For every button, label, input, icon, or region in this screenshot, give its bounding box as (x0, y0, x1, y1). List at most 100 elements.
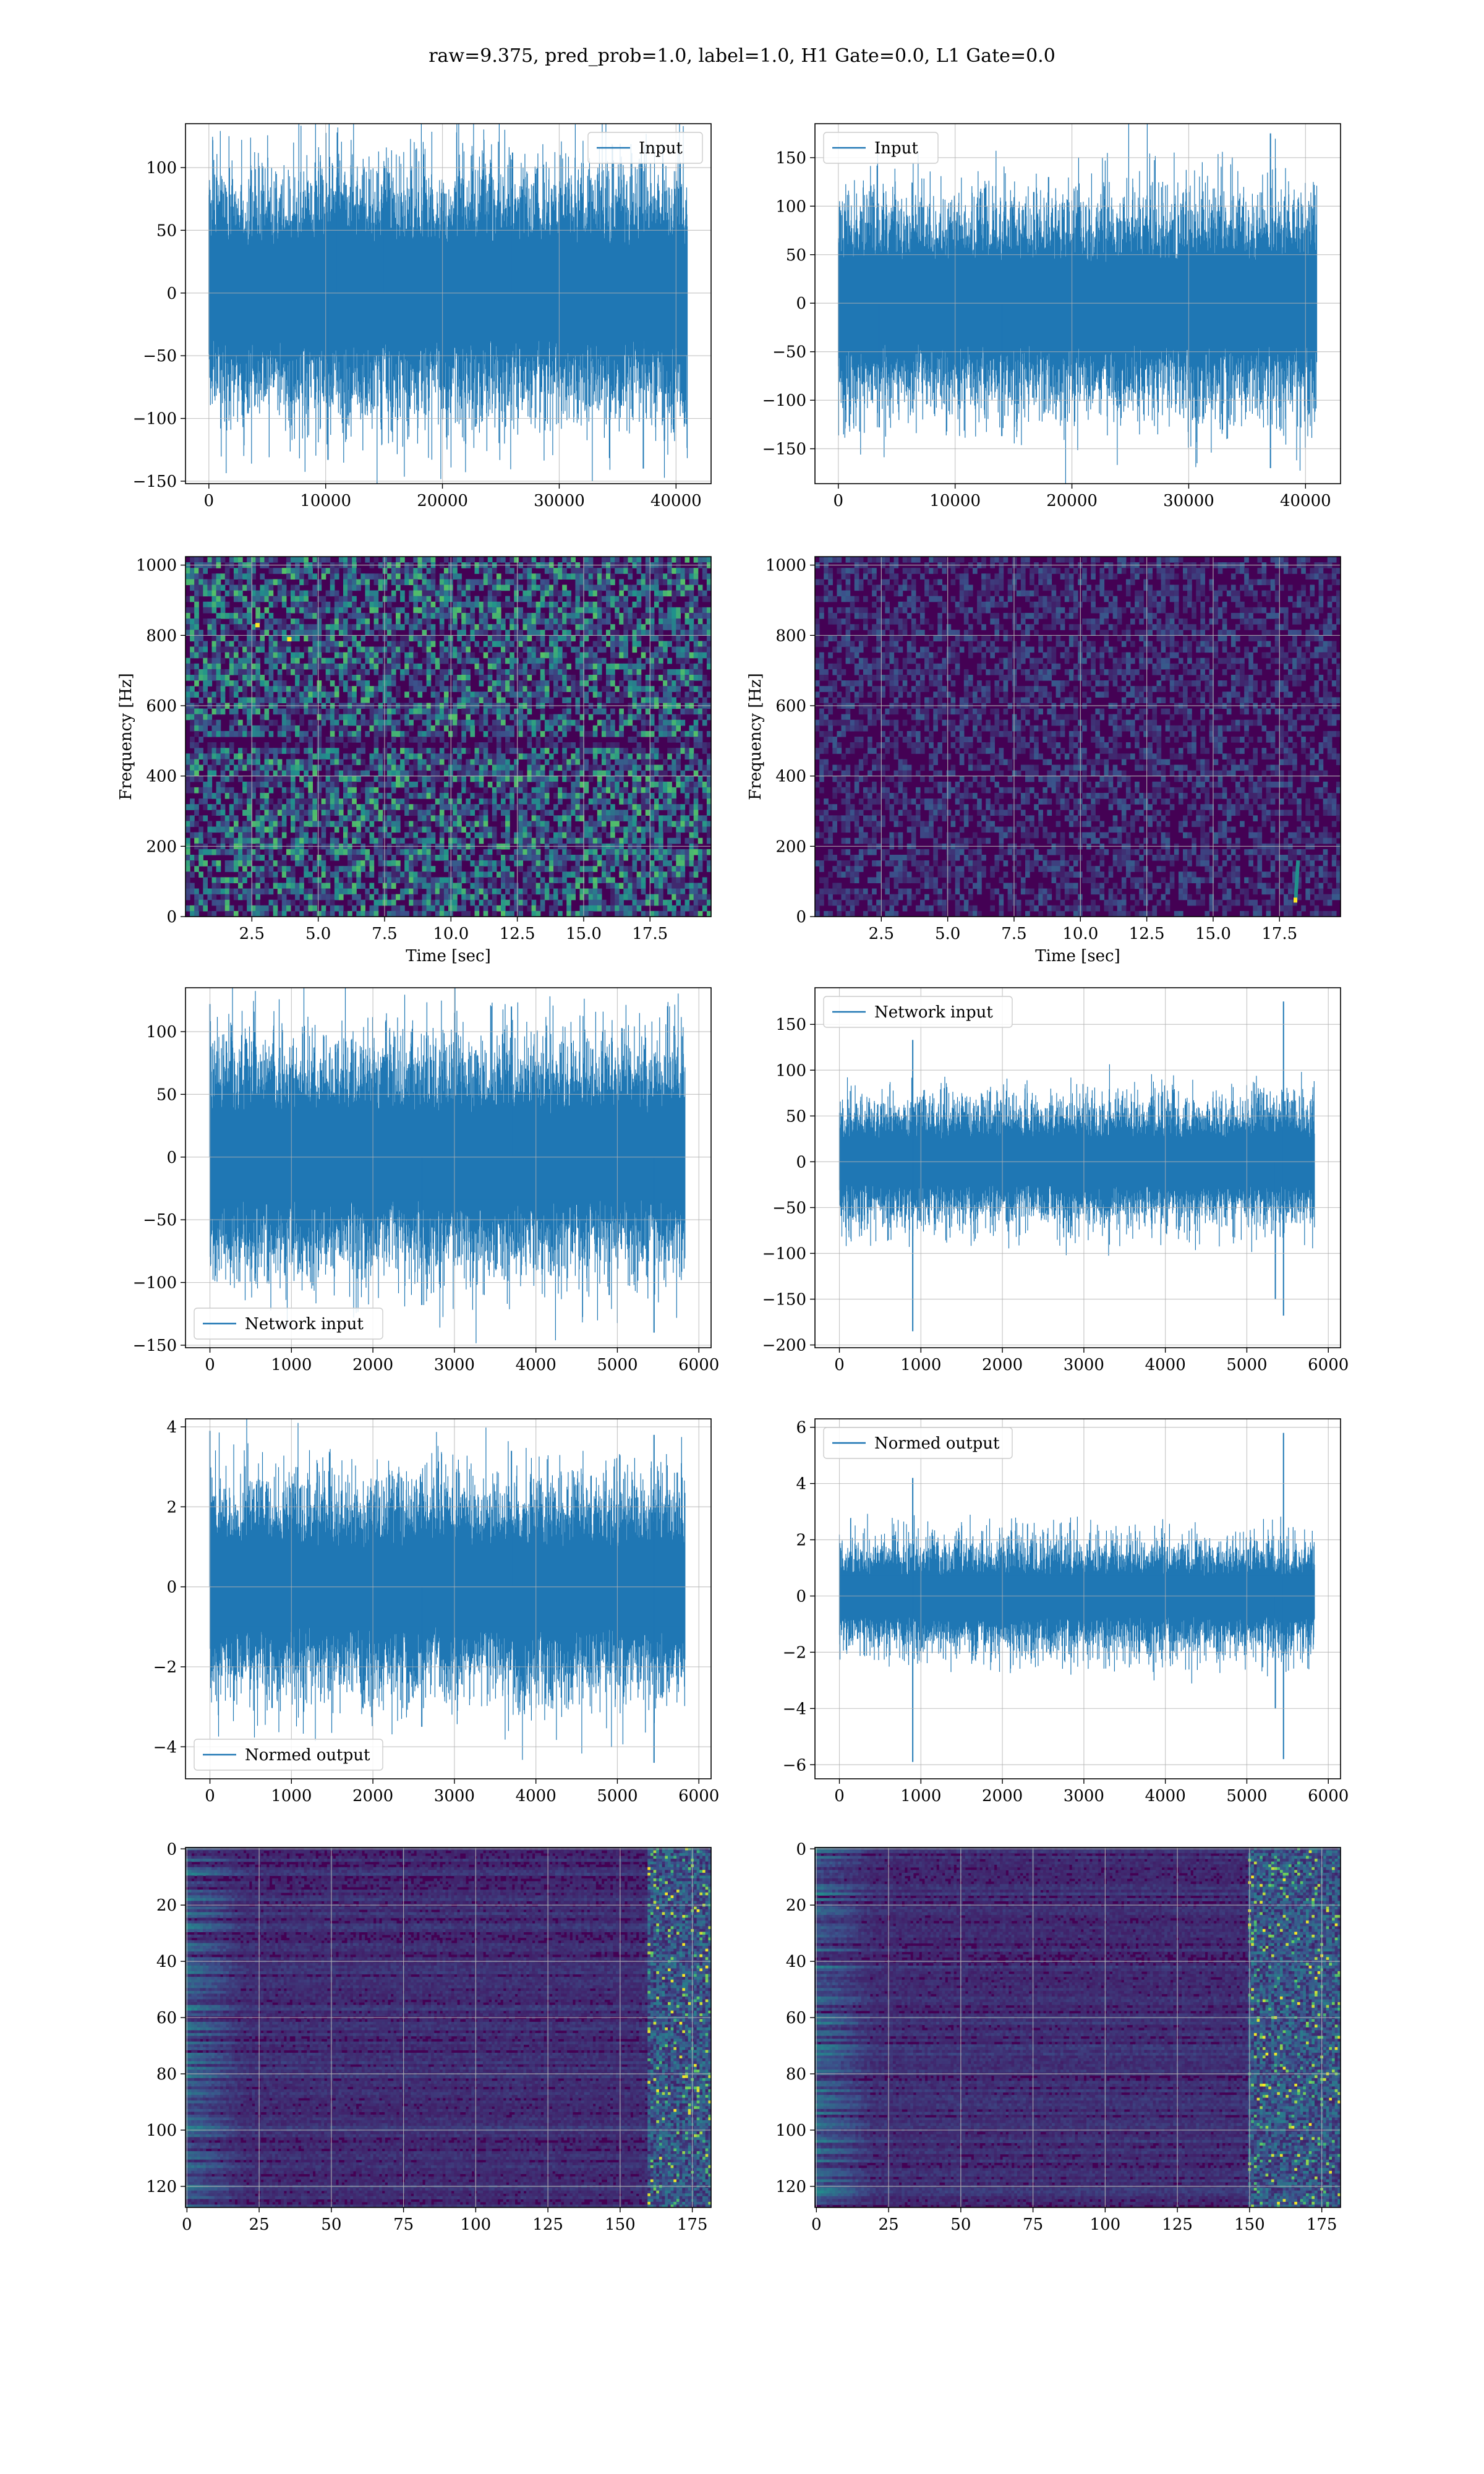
heatmap-cell (396, 837, 401, 844)
heatmap-cell (654, 871, 659, 878)
heatmap-cell (632, 832, 638, 839)
heatmap-cell (334, 764, 339, 771)
heatmap-cell (255, 590, 261, 597)
heatmap-cell (501, 674, 506, 681)
heatmap-cell (553, 719, 558, 726)
heatmap-cell (312, 663, 318, 670)
heatmap-cell (706, 646, 711, 653)
heatmap-cell (224, 652, 230, 659)
heatmap-cell (378, 573, 383, 580)
heatmap-cell (466, 618, 471, 625)
heatmap-cell (312, 635, 318, 641)
heatmap-cell (207, 753, 213, 760)
heatmap-cell (684, 584, 690, 591)
heatmap-cell (663, 883, 668, 889)
heatmap-cell (487, 883, 493, 889)
heatmap-cell (443, 691, 449, 698)
heatmap-cell (453, 826, 458, 833)
heatmap-cell (382, 815, 388, 821)
axes-frame (185, 123, 712, 484)
heatmap-cell (207, 764, 213, 771)
heatmap-cell (697, 854, 703, 861)
heatmap-cell (601, 635, 607, 641)
heatmap-cell (207, 584, 213, 591)
heatmap-cell (391, 810, 396, 816)
heatmap-cell (404, 612, 409, 619)
heatmap-cell (317, 776, 322, 782)
heatmap-cell (553, 657, 558, 664)
heatmap-cell (697, 557, 703, 563)
heatmap-cell (247, 607, 252, 614)
heatmap-cell (592, 568, 598, 574)
heatmap-cell (659, 674, 663, 681)
heatmap-cell (378, 630, 383, 636)
heatmap-cell (615, 663, 620, 670)
heatmap-cell (453, 607, 458, 614)
heatmap-cell (251, 753, 256, 760)
heatmap-cell (273, 860, 278, 867)
heatmap-cell (571, 557, 576, 563)
heatmap-cell (588, 854, 594, 861)
heatmap-cell (479, 742, 484, 748)
heatmap-cell (251, 787, 256, 794)
heatmap-cell (343, 742, 348, 748)
heatmap-cell (334, 686, 339, 692)
heatmap-cell (483, 849, 488, 855)
heatmap-cell (510, 618, 514, 625)
heatmap-cell (654, 877, 659, 884)
heatmap-cell (186, 804, 190, 810)
heatmap-cell (211, 590, 217, 597)
heatmap-cell (689, 590, 694, 597)
heatmap-cell (260, 770, 265, 777)
heatmap-cell (684, 821, 690, 828)
heatmap-cell (680, 669, 686, 675)
heatmap-cell (343, 832, 348, 839)
heatmap-cell (286, 770, 291, 777)
heatmap-cell (548, 618, 554, 625)
heatmap-cell (562, 708, 567, 715)
heatmap-cell (373, 573, 379, 580)
heatmap-cell (317, 714, 322, 721)
heatmap-cell (190, 618, 195, 625)
heatmap-cell (649, 697, 655, 704)
heatmap-cell (619, 764, 624, 771)
heatmap-cell (360, 759, 366, 766)
heatmap-cell (224, 888, 230, 895)
heatmap-cell (553, 877, 558, 884)
heatmap-cell (597, 854, 602, 861)
heatmap-cell (220, 601, 226, 608)
heatmap-cell (291, 652, 296, 659)
heatmap-cell (636, 730, 642, 737)
heatmap-cell (439, 714, 445, 721)
heatmap-cell (417, 776, 423, 782)
heatmap-cell (286, 810, 291, 816)
heatmap-cell (220, 759, 226, 766)
heatmap-cell (654, 764, 659, 771)
heatmap-cell (190, 596, 195, 602)
heatmap-cell (439, 837, 445, 844)
heatmap-cell (330, 590, 335, 597)
heatmap-cell (522, 686, 528, 692)
heatmap-cell (382, 888, 388, 895)
heatmap-cell (334, 804, 339, 810)
heatmap-cell (527, 612, 532, 619)
heatmap-cell (304, 596, 309, 602)
heatmap-cell (273, 815, 278, 821)
heatmap-cell (461, 737, 466, 743)
heatmap-cell (439, 877, 445, 884)
heatmap-cell (251, 557, 256, 563)
heatmap-cell (641, 815, 646, 821)
heatmap-cell (439, 657, 445, 664)
heatmap-cell (645, 686, 650, 692)
heatmap-cell (291, 596, 296, 602)
heatmap-cell (548, 635, 554, 641)
heatmap-cell (224, 787, 230, 794)
heatmap-cell (251, 748, 256, 754)
heatmap-cell (527, 866, 532, 872)
heatmap-cell (273, 663, 278, 670)
heatmap-cell (352, 686, 357, 692)
heatmap-cell (391, 657, 396, 664)
heatmap-cell (544, 826, 550, 833)
heatmap-cell (229, 888, 234, 895)
heatmap-cell (527, 764, 532, 771)
